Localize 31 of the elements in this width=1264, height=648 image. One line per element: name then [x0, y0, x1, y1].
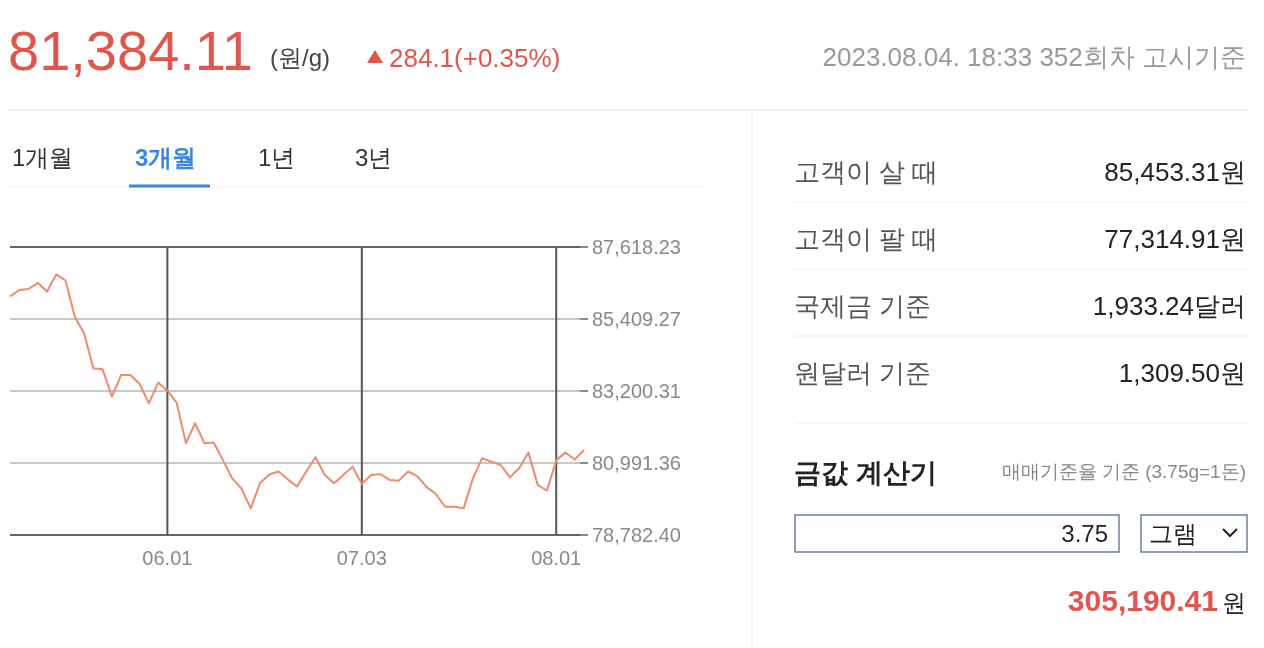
text: 77,314.91원 — [1104, 224, 1246, 254]
text: 그램 — [1149, 520, 1197, 547]
text: 1년 — [258, 144, 296, 171]
text: 3년 — [355, 144, 393, 171]
y-tick-label: 78,782.40 — [592, 524, 681, 546]
x-tick-label: 08.01 — [531, 547, 582, 569]
text: 1,933.24달러 — [1092, 291, 1246, 321]
y-tick-label: 85,409.27 — [592, 308, 681, 330]
text: 2023.08.04. 18:33 352회차 고시기준 — [822, 42, 1246, 72]
text: 원달러 기준 — [794, 358, 932, 388]
text: 국제금 기준 — [794, 291, 932, 321]
text: 금값 계산기 — [794, 458, 937, 488]
text: 원 — [1222, 589, 1246, 616]
y-tick-label: 83,200.31 — [592, 380, 681, 402]
text: 3개월 — [135, 144, 197, 171]
text: 305,190.41 — [1067, 584, 1218, 617]
chart-title: 81,384.11 — [8, 19, 253, 82]
line-series — [9, 273, 585, 510]
text: 1,309.50원 — [1118, 358, 1246, 388]
text: 고객이 팔 때 — [794, 224, 939, 254]
chart-subtitle: (원/g) — [270, 44, 330, 71]
x-tick-label: 07.03 — [336, 547, 387, 569]
text: 1개월 — [12, 144, 74, 171]
text: 고객이 살 때 — [794, 157, 939, 187]
text: 284.1(+0.35%) — [389, 43, 561, 73]
text: 매매기준율 기준 (3.75g=1돈) — [1001, 461, 1246, 482]
x-tick-label: 06.01 — [142, 547, 193, 569]
y-tick-label: 80,991.36 — [592, 452, 681, 474]
y-tick-label: 87,618.23 — [592, 236, 681, 258]
text: 85,453.31원 — [1104, 157, 1246, 187]
text: 3.75 — [1061, 520, 1108, 547]
